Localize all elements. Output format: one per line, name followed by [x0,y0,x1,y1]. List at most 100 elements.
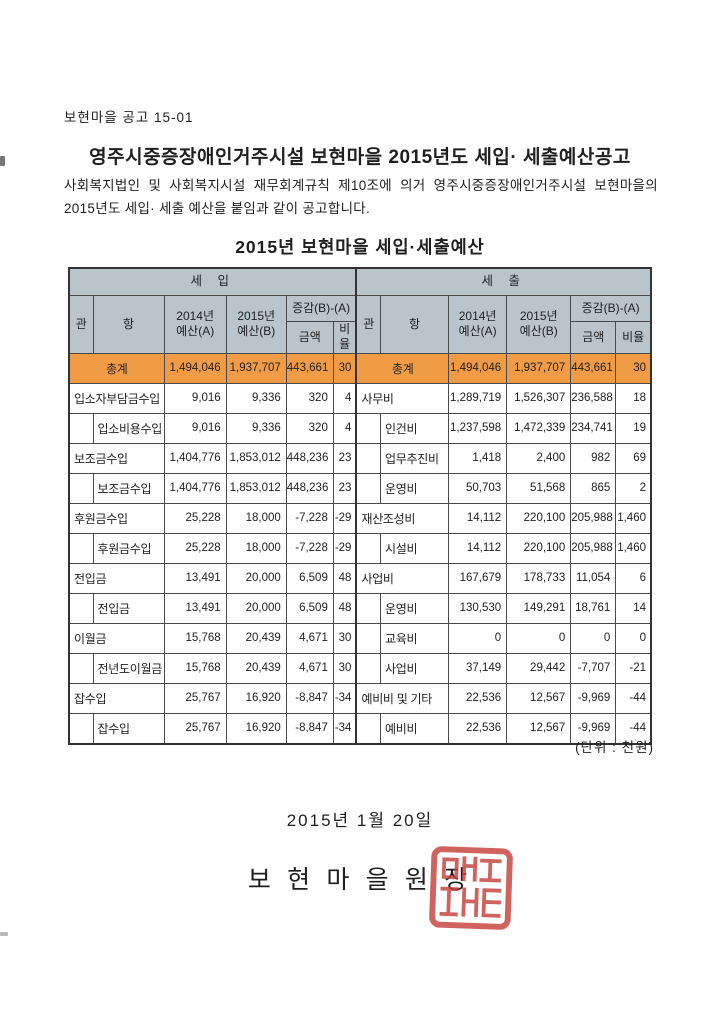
right-amount-value: 982 [570,442,617,474]
right-hang-label: 교육비 [379,622,450,654]
right-hang-header: 항 [379,294,450,354]
right-gwan-cell [355,472,381,504]
right-2015-value: 220,100 [506,532,572,564]
right-amount-value: 18,761 [570,592,617,624]
left-amount-value: -8,847 [285,682,334,714]
left-rate-value: 48 [332,592,357,624]
table-row: 잡수입 25,767 16,920 -8,847 -34 예비비 22,536 12,567-… [68,712,652,745]
right-2014-value: 50,703 [448,472,508,504]
right-2014-value: 167,679 [448,562,508,594]
right-hang-label: 예비비 [379,712,450,745]
left-amount-header: 금액 [285,320,334,354]
right-rate-value: 30 [615,352,652,384]
right-2015-value: 29,442 [506,652,572,684]
budget-table: 세 입 세 출 관 항 2014년 예산(A) 2015년 예산(B) 증감(B… [68,267,652,745]
left-2014-value: 13,491 [163,562,227,594]
right-2014-value: 1,237,598 [448,412,508,444]
right-rate-value: 19 [615,412,652,444]
right-hang-label: 사업비 [379,652,450,684]
right-2015-value: 178,733 [506,562,572,594]
right-rate-value: 18 [615,382,652,414]
right-2014-value: 22,536 [448,682,508,714]
left-rate-value: -29 [332,502,357,534]
right-amount-header: 금액 [570,320,617,354]
left-amount-value: 320 [285,382,334,414]
left-gwan-label: 보조금수입 [68,442,165,474]
right-amount-value: 205,988 [570,532,617,564]
left-hang-label: 전년도이월금 [92,652,165,684]
right-amount-value: 11,054 [570,562,617,594]
left-total-label: 총계 [68,352,165,384]
right-gwan-cell [355,622,381,654]
left-2015-value: 16,920 [225,712,287,745]
table-row: 후원금수입 25,228 18,000 -7,228 -29 시설비 14,112 220,1… [68,532,652,564]
right-gwan-cell [355,712,381,745]
right-hang-label: 운영비 [379,592,450,624]
left-amount-value: 4,671 [285,622,334,654]
scan-artifact [0,932,8,936]
right-change-header: 증감(B)-(A) [570,294,652,322]
right-rate-value: -44 [615,682,652,714]
left-gwan-label: 후원금수입 [68,502,165,534]
left-hang-label: 잡수입 [92,712,165,745]
budget-table-title: 2015년 보현마을 세입·세출예산 [235,237,485,257]
right-gwan-cell [355,412,381,444]
right-hang-label: 업무추진비 [379,442,450,474]
right-2015-value: 1,526,307 [506,382,572,414]
right-total-label: 총계 [355,352,450,384]
right-gwan-cell [355,442,381,474]
left-rate-value: 4 [332,382,357,414]
right-amount-value: 865 [570,472,617,504]
left-rate-value: -34 [332,682,357,714]
right-rate-value: 69 [615,442,652,474]
left-2014-value: 1,494,046 [163,352,227,384]
left-2015-value: 1,853,012 [225,442,287,474]
left-2014-value: 25,767 [163,712,227,745]
left-change-header: 증감(B)-(A) [285,294,357,322]
budget-table-body: 총계 1,494,046 1,937,707 443,661 30 총계 1,494,046… [68,352,652,745]
table-row: 잡수입 25,767 16,920 -8,847 -34 예비비 및 기타 22,536 12… [68,682,652,714]
expenditure-section-header: 세 출 [355,267,652,296]
left-rate-value: 30 [332,352,357,384]
revenue-section-header: 세 입 [68,267,357,296]
left-2015-value: 18,000 [225,532,287,564]
left-gwan-cell [68,532,94,564]
right-gwan-label: 사무비 [355,382,450,414]
column-header-row: 관 항 2014년 예산(A) 2015년 예산(B) 증감(B)-(A) 관 … [68,294,652,354]
right-amount-value: 236,588 [570,382,617,414]
left-2014-value: 15,768 [163,652,227,684]
document-title: 영주시중증장애인거주시설 보현마을 2015년도 세입· 세출예산공고 [89,147,631,168]
table-row: 입소자부담금수입 9,016 9,336 320 4 사무비 1,289,719 1,526,… [68,382,652,414]
left-2014-value: 25,767 [163,682,227,714]
right-rate-value: -44 [615,712,652,745]
right-2015-value: 2,400 [506,442,572,474]
right-gwan-label: 사업비 [355,562,450,594]
right-rate-value: 2 [615,472,652,504]
left-rate-value: 30 [332,652,357,684]
left-amount-value: 448,236 [285,472,334,504]
right-2015-header: 2015년 예산(B) [506,294,572,354]
table-row: 전년도이월금 15,768 20,439 4,671 30 사업비 37,149 29,442… [68,652,652,684]
right-2014-value: 130,530 [448,592,508,624]
right-rate-value: 1,460 [615,502,652,534]
right-2015-value: 51,568 [506,472,572,504]
right-2015-value: 1,937,707 [506,352,572,384]
right-2014-header: 2014년 예산(A) [448,294,508,354]
right-amount-value: -9,969 [570,712,617,745]
right-gwan-label: 예비비 및 기타 [355,682,450,714]
right-rate-value: 1,460 [615,532,652,564]
left-2015-header: 2015년 예산(B) [225,294,287,354]
right-2015-value: 1,472,339 [506,412,572,444]
notice-number: 보현마을 공고 15-01 [64,110,194,125]
right-hang-label: 시설비 [379,532,450,564]
table-row: 전입금 13,491 20,000 6,509 48 운영비 130,530 149,291 1… [68,592,652,624]
right-2015-value: 149,291 [506,592,572,624]
left-gwan-cell [68,712,94,745]
right-rate-value: 14 [615,592,652,624]
left-hang-label: 전입금 [92,592,165,624]
table-row: 이월금 15,768 20,439 4,671 30 교육비 0 0 0 0 [68,622,652,654]
right-hang-label: 인건비 [379,412,450,444]
left-rate-header: 비율 [332,320,357,354]
left-rate-value: 23 [332,442,357,474]
